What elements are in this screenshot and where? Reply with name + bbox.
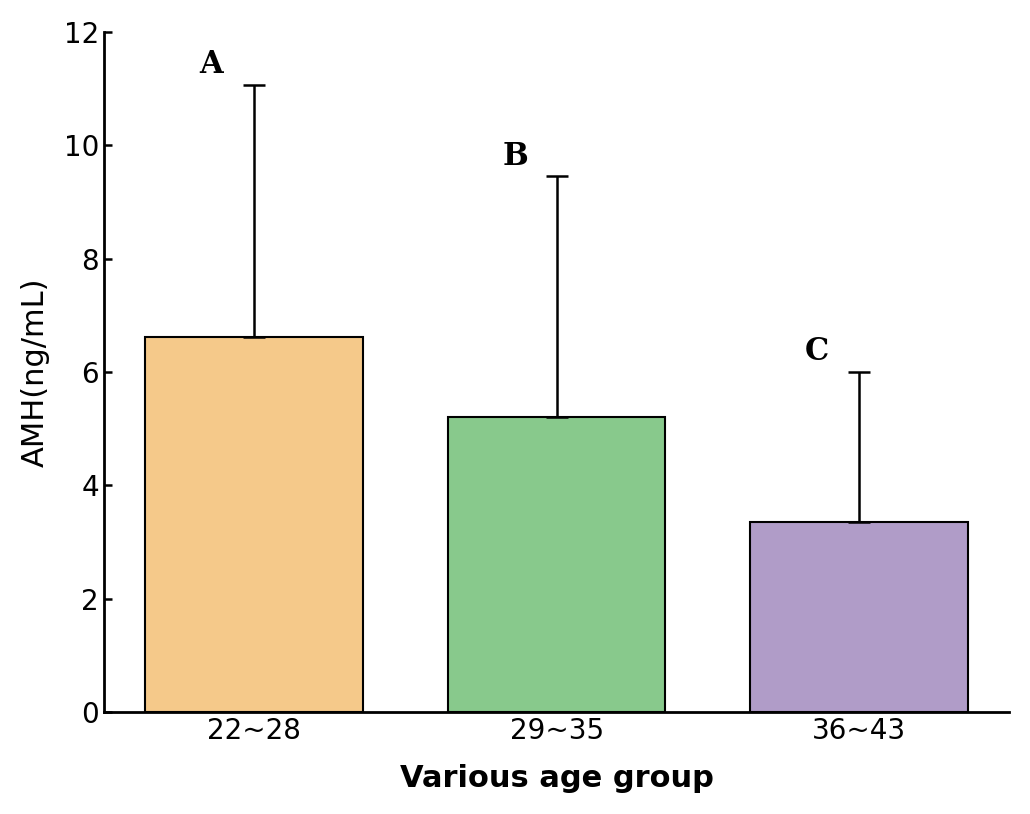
Bar — [145, 337, 363, 712]
Text: A: A — [200, 49, 224, 80]
Text: C: C — [804, 336, 829, 367]
Y-axis label: AMH(ng/mL): AMH(ng/mL) — [21, 277, 49, 466]
Bar — [448, 418, 665, 712]
Text: B: B — [502, 141, 527, 172]
Bar — [750, 522, 968, 712]
X-axis label: Various age group: Various age group — [400, 764, 714, 793]
